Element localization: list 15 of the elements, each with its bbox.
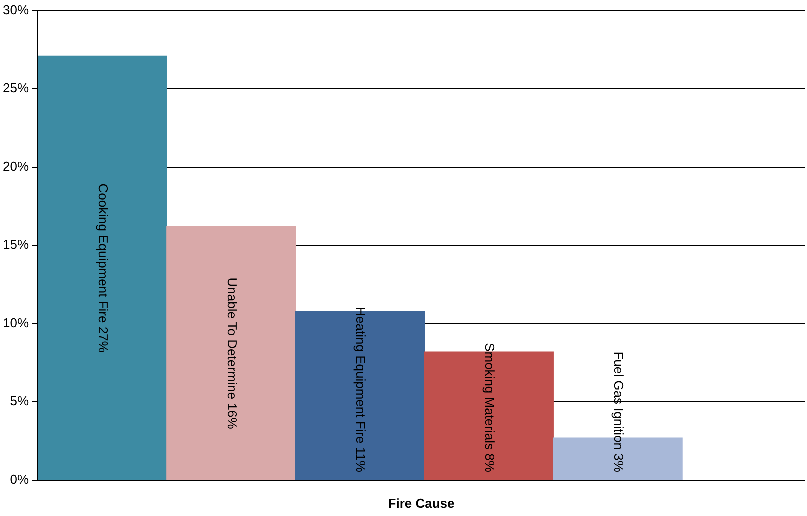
y-tick-label: 5%: [10, 394, 30, 409]
bar: [38, 56, 168, 480]
category-label: Heating Equipment Fire 11%: [354, 307, 369, 472]
x-axis-title: Fire Cause: [388, 496, 455, 511]
y-tick-label: 0%: [10, 472, 30, 487]
y-tick-label: 10%: [2, 315, 30, 330]
y-tick-label: 20%: [2, 158, 30, 174]
y-tick-label: 15%: [2, 237, 30, 252]
bar: [166, 226, 296, 480]
category-label: Cooking Equipment Fire 27%: [96, 184, 111, 353]
y-tick-label: 25%: [2, 80, 30, 96]
category-label: Smoking Materials 8%: [482, 343, 498, 472]
category-label: Fuel Gas Ignition 3%: [612, 352, 627, 472]
category-label: Unable To Determine 16%: [224, 278, 240, 430]
y-tick-label: 30%: [2, 2, 30, 18]
